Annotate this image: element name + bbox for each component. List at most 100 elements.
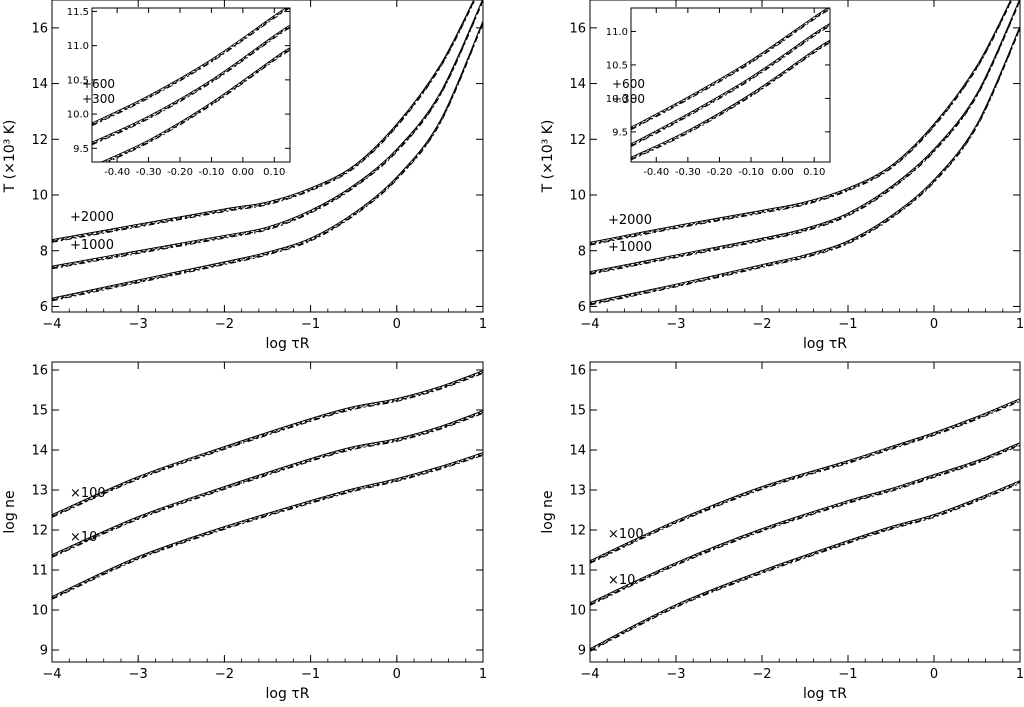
panel-1-curves — [590, 0, 1020, 306]
panel-2-ytick-label: 12 — [31, 524, 48, 539]
panel-3-ytick-label: 15 — [569, 404, 586, 419]
panel-1-ytick-label: 8 — [578, 244, 586, 259]
panel-3-series-0-line-3 — [590, 482, 1020, 652]
panel-0-series-1-line-0 — [52, 0, 483, 267]
panel-3-ytick-label: 9 — [578, 644, 586, 659]
panel-1-inset-xtick-label: 0.00 — [771, 167, 793, 178]
panel-0-inset-curves — [92, 8, 290, 162]
panel-2-curves — [52, 370, 483, 600]
panel-0-inset-series-2-line-2 — [92, 8, 290, 126]
panel-3-series-1-line-0 — [590, 442, 1020, 604]
panel-0-series-0-line-1 — [52, 21, 483, 300]
panel-0-inset-series-1-line-3 — [92, 27, 290, 146]
panel-2-series-2-line-3 — [52, 372, 483, 518]
panel-0-inset-series-2-line-1 — [92, 8, 288, 125]
panel-2-series-1-line-2 — [52, 411, 483, 557]
panel-1-series-2-line-1 — [590, 0, 1012, 244]
panel-1-inset-series-1-line-1 — [631, 23, 830, 146]
panel-1-inset-series-0-line-1 — [631, 40, 830, 159]
panel-2-ytick-label: 14 — [31, 444, 48, 459]
panel-1-inset-ytick-label: 10.5 — [606, 60, 628, 71]
panel-0-series-0-line-2 — [52, 22, 483, 301]
panel-3-series-2-line-2 — [590, 399, 1020, 563]
panel-0-inset-xtick-label: 0.10 — [263, 167, 285, 178]
panel-1-inset-xtick-label: -0.30 — [675, 167, 701, 178]
panel-0-ylabel: T (×10³ K) — [2, 120, 18, 194]
panel-1-xtick-label: −1 — [838, 317, 857, 332]
panel-3-xtick-label: −1 — [838, 667, 857, 682]
panel-3-series-0-line-0 — [590, 480, 1020, 650]
panel-1-inset-series-0-line-0 — [631, 39, 830, 158]
panel-1-series-2-line-3 — [590, 1, 1012, 246]
panel-1-inset-xtick-label: -0.40 — [643, 167, 669, 178]
panel-1-series-1-line-2 — [590, 0, 1020, 274]
panel-2-series-0-line-2 — [52, 453, 483, 599]
panel-1-inset-series-0-line-3 — [631, 42, 830, 161]
panel-2-series-1-line-0 — [52, 410, 483, 556]
panel-1-ytick-label: 10 — [569, 189, 586, 204]
panel-2-ytick-label: 10 — [31, 604, 48, 619]
panel-2-frame — [51, 361, 484, 663]
panel-0-ytick-label: 16 — [31, 21, 48, 36]
panel-1-ytick-label: 14 — [569, 77, 586, 92]
panel-3-xlabel: log τR — [803, 686, 847, 702]
panel-2-series-2-line-0 — [52, 370, 483, 516]
panel-2-series-1-line-3 — [52, 412, 483, 558]
panel-0-inset-xtick-label: -0.40 — [104, 167, 130, 178]
panel-3-series-2-line-3 — [590, 400, 1020, 564]
panel-3-ytick-label: 16 — [569, 364, 586, 379]
panel-1-inset-annotation-1: +300 — [612, 92, 645, 106]
panel-2-annotation-0: ×100 — [70, 486, 106, 501]
panel-0-inset-xtick-label: -0.10 — [198, 167, 224, 178]
panel-1-series-0-line-2 — [590, 28, 1020, 305]
panel-3-ytick-label: 11 — [569, 564, 586, 579]
panel-0-inset-ytick-label: 11.5 — [67, 7, 89, 18]
panel-2-series-0-line-3 — [52, 454, 483, 600]
panel-3-ytick-label: 10 — [569, 604, 586, 619]
panel-1-xtick-label: −2 — [752, 317, 771, 332]
panel-3-series-2-line-0 — [590, 398, 1020, 562]
panel-0-xtick-label: −4 — [42, 317, 61, 332]
panel-0-inset-series-0-line-2 — [104, 49, 290, 162]
panel-0-ytick-label: 10 — [31, 189, 48, 204]
panel-1-inset-series-1-line-0 — [631, 23, 830, 145]
panel-0-inset-annotation-0: +600 — [82, 77, 115, 91]
panel-0-ytick-label: 6 — [40, 300, 48, 315]
panel-0-inset-series-0-line-0 — [100, 47, 290, 162]
panel-3-xtick-label: 1 — [1016, 667, 1024, 682]
panel-1-inset-ytick-label: 9.5 — [612, 127, 628, 138]
panel-0-xtick-label: −3 — [129, 317, 148, 332]
panel-2-series-2-line-2 — [52, 371, 483, 517]
panel-2-ytick-label: 16 — [31, 364, 48, 379]
panel-2-ytick-label: 11 — [31, 564, 48, 579]
panel-3-xtick-label: −4 — [580, 667, 599, 682]
panel-0-xtick-label: 0 — [393, 317, 401, 332]
panel-0-inset-ytick-label: 10.0 — [67, 110, 89, 121]
panel-1-inset-xtick-label: -0.10 — [738, 167, 764, 178]
panel-1-ytick-label: 12 — [569, 133, 586, 148]
panel-3-series-1-line-3 — [590, 444, 1020, 606]
panel-0-inset-ytick-label: 11.0 — [67, 41, 89, 52]
panel-1-xtick-label: −4 — [580, 317, 599, 332]
panel-2-series-2-line-1 — [52, 371, 483, 517]
panel-1-series-0-line-1 — [590, 27, 1020, 304]
panel-2-xtick-label: −3 — [129, 667, 148, 682]
panel-0-ytick-label: 14 — [31, 77, 48, 92]
panel-3-series-2-line-1 — [590, 399, 1020, 563]
panel-1-inset-curves — [631, 8, 830, 161]
panel-3-xtick-label: −2 — [752, 667, 771, 682]
panel-0-xtick-label: 1 — [479, 317, 487, 332]
panel-1-inset-series-1-line-2 — [631, 24, 830, 147]
panel-0-xlabel: log τR — [266, 336, 310, 352]
panel-2-ytick-label: 13 — [31, 484, 48, 499]
panel-0-inset-series-0-line-1 — [102, 48, 290, 162]
panel-3-series-0-line-1 — [590, 481, 1020, 650]
panel-0-series-2-line-3 — [52, 1, 475, 243]
panel-1-series-2-line-0 — [590, 0, 1012, 243]
panel-1-inset-annotation-0: +600 — [612, 77, 645, 91]
panel-1-annotation-1: +1000 — [608, 240, 652, 255]
panel-1-series-2-line-2 — [590, 0, 1012, 245]
panel-2-series-0-line-1 — [52, 453, 483, 599]
